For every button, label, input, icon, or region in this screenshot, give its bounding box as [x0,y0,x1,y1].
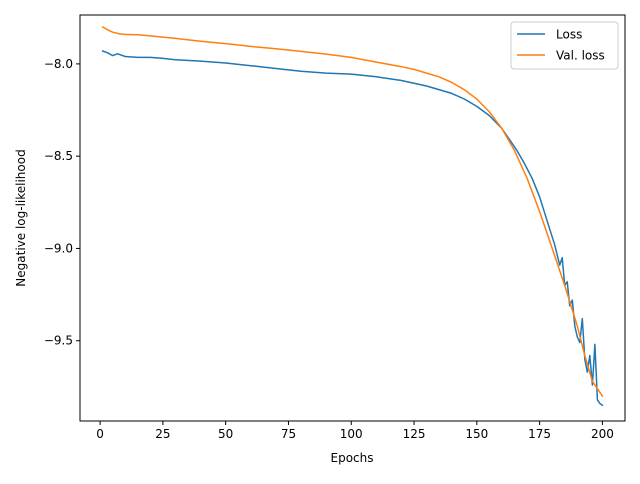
x-tick-label: 75 [281,427,296,441]
x-tick-label: 25 [155,427,170,441]
y-axis-label: Negative log-likelihood [14,149,28,286]
series-line-val-loss [101,25,604,398]
legend-label-val-loss: Val. loss [556,49,605,63]
x-tick-label: 150 [465,427,488,441]
x-tick-label: 100 [340,427,363,441]
x-tick-label: 0 [96,427,104,441]
y-axis-ticks: −8.0 −8.5 −9.0 −9.5 [44,57,80,348]
x-tick-label: 50 [218,427,233,441]
x-tick-label: 175 [528,427,551,441]
y-tick-label: −8.5 [44,149,73,163]
x-tick-label: 125 [403,427,426,441]
legend: Loss Val. loss [510,21,619,70]
axes-frame [79,14,626,422]
y-tick-label: −8.0 [44,57,73,71]
legend-label-loss: Loss [556,28,582,42]
y-tick-label: −9.0 [44,241,73,255]
x-axis-label: Epochs [331,451,374,465]
plot-lines [101,25,604,407]
x-tick-label: 200 [591,427,614,441]
series-line-loss [101,50,604,407]
y-tick-label: −9.5 [44,334,73,348]
x-axis-ticks: 0 25 50 75 100 125 150 175 200 [96,421,614,441]
